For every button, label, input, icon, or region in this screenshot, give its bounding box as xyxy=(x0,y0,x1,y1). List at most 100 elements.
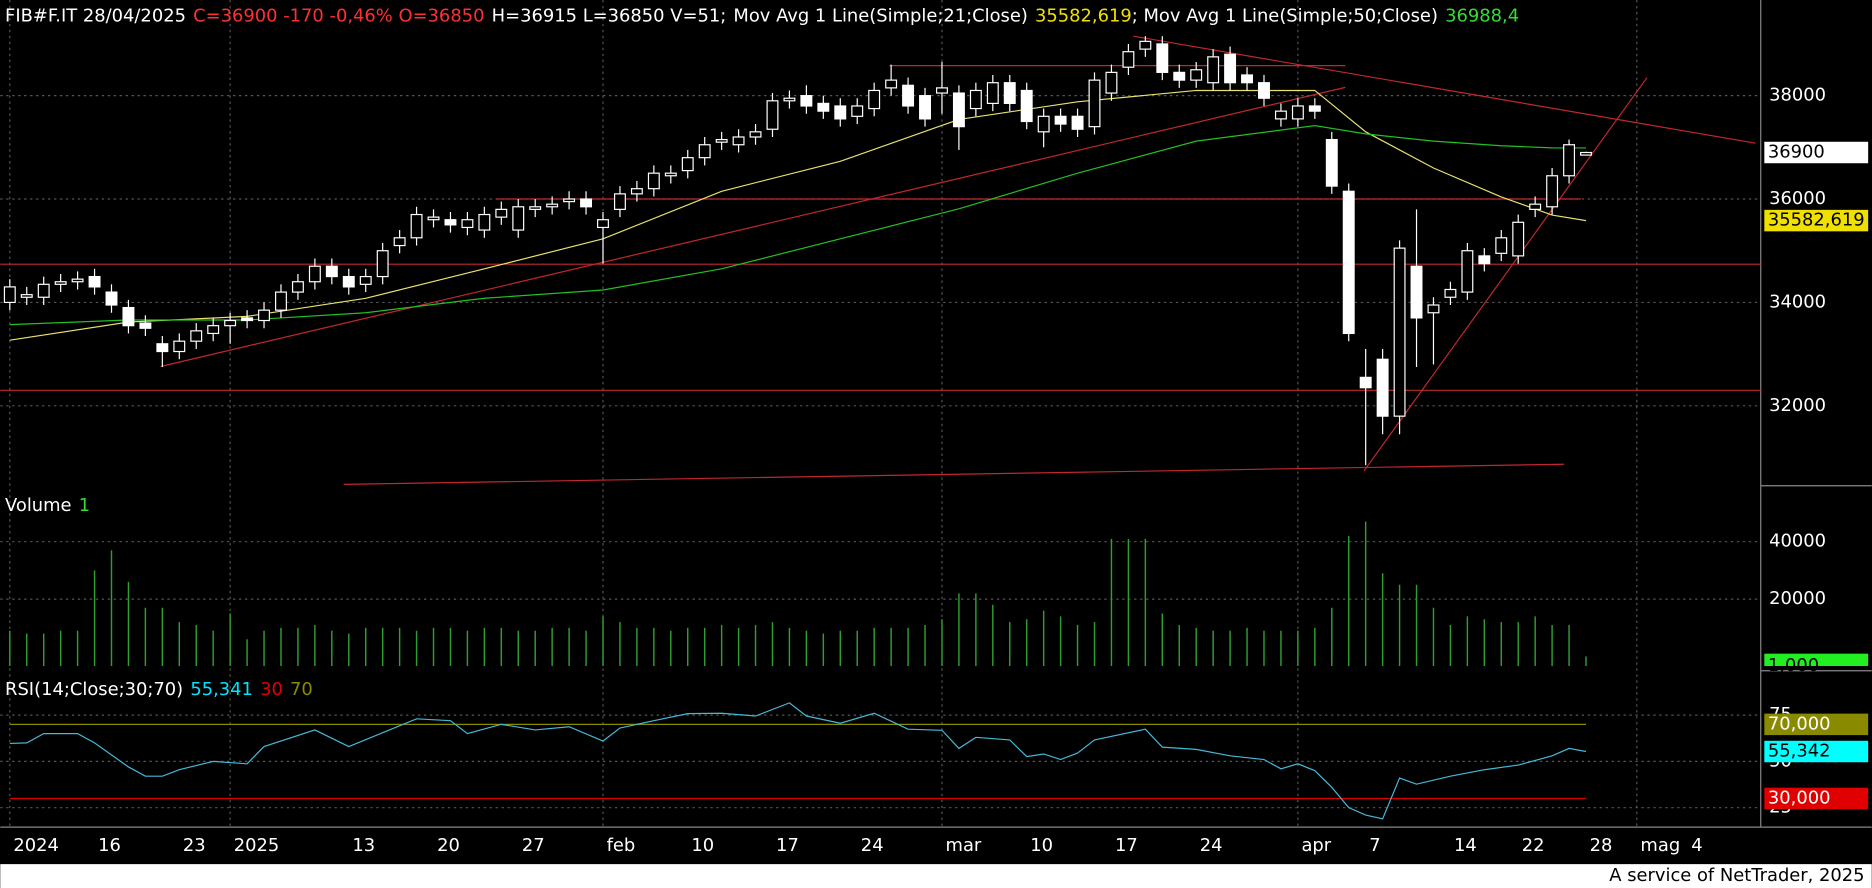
candle-body xyxy=(902,84,915,107)
candle-body xyxy=(868,89,881,110)
candle-body xyxy=(851,105,864,117)
candle-body xyxy=(546,203,559,208)
candle-body xyxy=(766,100,779,130)
candle-body xyxy=(1563,144,1576,177)
candle-body xyxy=(1512,221,1525,257)
candle-body xyxy=(1190,69,1203,81)
candle-body xyxy=(1207,56,1220,84)
candle-body xyxy=(1461,250,1474,293)
candle-body xyxy=(139,322,152,329)
candle-body xyxy=(258,309,271,322)
last-price-box xyxy=(1764,141,1869,164)
candle-body xyxy=(1410,265,1423,319)
candle-body xyxy=(393,237,406,247)
candle-body xyxy=(342,275,355,288)
candle-body xyxy=(512,206,525,231)
candle-body xyxy=(613,193,626,210)
x-tick-label: 22 xyxy=(1522,835,1545,856)
candle-body xyxy=(224,319,237,327)
candle-body xyxy=(495,208,508,218)
x-tick-label: 10 xyxy=(1030,835,1053,856)
candle-body xyxy=(1088,79,1101,128)
rsi-level-box xyxy=(1764,713,1869,736)
x-tick-label: 2024 xyxy=(13,835,59,856)
candle-body xyxy=(207,325,220,335)
candle-body xyxy=(1105,71,1118,94)
ma-value-label: 35582,619 xyxy=(1768,210,1865,231)
candle-body xyxy=(1478,255,1491,265)
rsi-current-label: 55,342 xyxy=(1768,740,1831,761)
candle-body xyxy=(410,213,423,239)
x-tick-label: feb xyxy=(607,835,636,856)
x-tick-label: 4 xyxy=(1691,835,1702,856)
candle-body xyxy=(1342,190,1355,335)
rsi-current-box xyxy=(1764,740,1869,763)
x-tick-label: apr xyxy=(1301,835,1331,856)
panel-header: RSI(14;Close;30;70) 55,341 30 70 xyxy=(5,679,313,700)
candle-body xyxy=(952,92,965,128)
x-tick-label: 17 xyxy=(1115,835,1138,856)
candle-body xyxy=(1325,138,1338,187)
x-tick-label: 2025 xyxy=(234,835,280,856)
candle-body xyxy=(1122,51,1135,68)
x-tick-label: 27 xyxy=(522,835,545,856)
header-part: ; Mov Avg 1 Line(Simple;50;Close) xyxy=(1132,6,1438,27)
candle-body xyxy=(37,283,50,298)
ma-value-box xyxy=(1764,209,1869,232)
header-part: 35582,619 xyxy=(1035,6,1132,27)
x-tick-label: mar xyxy=(946,835,982,856)
trend-line xyxy=(1363,77,1648,472)
y-tick-label: 36000 xyxy=(1769,188,1826,209)
candle-body xyxy=(1274,110,1287,120)
rsi-level-label: 30,000 xyxy=(1768,787,1831,808)
y-tick-label: 34000 xyxy=(1769,291,1826,312)
candle-body xyxy=(291,281,304,293)
candle-body xyxy=(1224,53,1237,84)
candle-body xyxy=(1156,43,1169,73)
rsi-level-label: 70,000 xyxy=(1768,713,1831,734)
candle-body xyxy=(1071,115,1084,130)
candle-body xyxy=(444,219,457,226)
x-tick-label: 14 xyxy=(1454,835,1477,856)
candle-body xyxy=(1020,89,1033,123)
candle-body xyxy=(580,198,593,208)
candle-body xyxy=(1003,82,1016,104)
candle-body xyxy=(597,219,609,229)
last-price-label: 36900 xyxy=(1768,142,1825,163)
candle-body xyxy=(1037,115,1050,133)
y-tick-label: 32000 xyxy=(1769,395,1826,416)
x-tick-label: 16 xyxy=(98,835,121,856)
y-tick-label: 38000 xyxy=(1769,85,1826,106)
x-tick-label: 7 xyxy=(1369,835,1380,856)
candle-body xyxy=(969,89,982,110)
candle-body xyxy=(1580,151,1592,156)
x-tick-label: 28 xyxy=(1590,835,1613,856)
y-tick-label: 40000 xyxy=(1769,531,1826,552)
candle-body xyxy=(1054,115,1067,125)
candle-body xyxy=(1258,82,1270,99)
candle-body xyxy=(647,172,660,190)
candle-body xyxy=(800,95,813,107)
candle-body xyxy=(1546,175,1559,208)
candle-body xyxy=(241,317,254,322)
candle-body xyxy=(1444,288,1457,298)
header-part: 55,341 xyxy=(190,679,253,700)
trend-line xyxy=(343,463,1564,485)
candle-body xyxy=(122,306,135,327)
candle-body xyxy=(563,198,576,203)
header-part: RSI(14;Close;30;70) xyxy=(5,679,183,700)
header-part: 1 xyxy=(79,495,90,516)
candle-body xyxy=(1393,247,1406,417)
candle-body xyxy=(190,330,203,342)
footer-bar xyxy=(0,864,1872,888)
rsi-line xyxy=(9,702,1587,820)
moving-average xyxy=(9,125,1587,326)
candle-body xyxy=(1376,358,1389,417)
header-part: C=36900 -170 -0,46% O=36850 xyxy=(193,6,484,27)
y-tick-label: 20000 xyxy=(1769,588,1826,609)
candle-body xyxy=(461,219,474,229)
candle-body xyxy=(1529,203,1542,210)
candle-body xyxy=(664,172,677,177)
